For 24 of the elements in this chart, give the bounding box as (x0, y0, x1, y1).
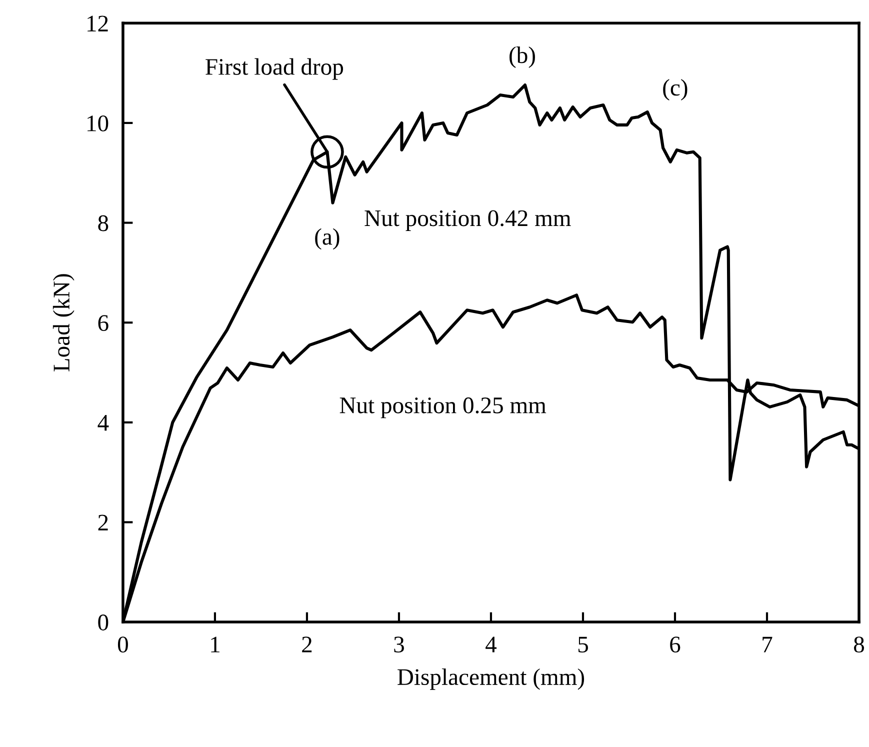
y-tick-label: 8 (98, 215, 108, 232)
x-tick-label: 1 (211, 636, 220, 652)
x-tick-label: 2 (302, 636, 312, 652)
x-tick-label: 4 (486, 636, 497, 652)
x-tick-label: 6 (670, 636, 680, 653)
series-label: Nut position 0.42 mm (364, 210, 571, 231)
annotation: (a) (315, 228, 340, 250)
y-axis-title: Load (kN) (52, 274, 74, 372)
x-tick-label: 8 (854, 636, 864, 653)
annotation: First load drop (206, 58, 344, 80)
x-axis-title: Displacement (mm) (398, 668, 584, 690)
y-tick-label: 12 (88, 16, 108, 32)
y-tick-label: 10 (88, 115, 108, 132)
x-tick-label: 3 (394, 636, 404, 653)
text: Nut position 0.25 mm (340, 397, 546, 418)
y-tick-label: 0 (98, 614, 108, 630)
x-tick-label: 7 (762, 636, 772, 652)
x-tick-label: 5 (578, 636, 588, 653)
y-tick-label: 2 (98, 514, 108, 530)
annotation: (b) (510, 46, 535, 68)
y-tick-label: 6 (98, 315, 108, 332)
y-tick-label: 4 (98, 415, 109, 431)
x-tick-label: 0 (118, 636, 128, 653)
annotation: (c) (663, 79, 688, 100)
